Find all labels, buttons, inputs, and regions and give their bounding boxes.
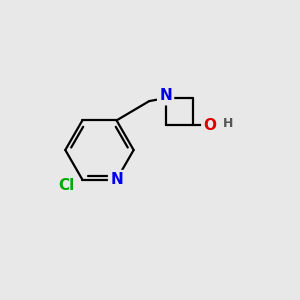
Text: N: N (159, 88, 172, 103)
Text: N: N (110, 172, 123, 187)
Text: O: O (203, 118, 216, 133)
Text: H: H (223, 118, 233, 130)
Text: Cl: Cl (58, 178, 74, 193)
